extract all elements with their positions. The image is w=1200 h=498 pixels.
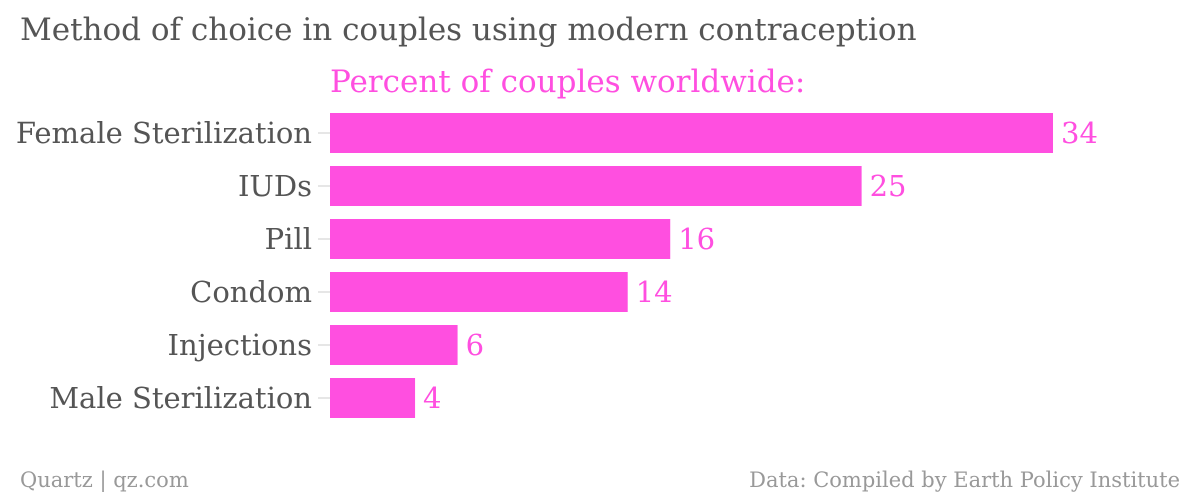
data-label: 4 [423, 381, 441, 415]
bar [330, 272, 628, 312]
category-label: Female Sterilization [16, 116, 312, 150]
data-label: 14 [636, 275, 673, 309]
data-label: 6 [466, 328, 484, 362]
category-label: Condom [190, 275, 312, 309]
bar [330, 113, 1053, 153]
category-label: Pill [265, 222, 312, 256]
category-label: IUDs [238, 169, 312, 203]
data-label: 34 [1061, 116, 1098, 150]
bar [330, 219, 671, 259]
category-label: Injections [168, 328, 312, 362]
footer-source-right: Data: Compiled by Earth Policy Institute [749, 468, 1180, 492]
bar [330, 325, 458, 365]
chart-title: Method of choice in couples using modern… [20, 12, 917, 48]
category-label: Male Sterilization [49, 381, 312, 415]
bar [330, 166, 862, 206]
data-label: 25 [870, 169, 907, 203]
data-label: 16 [678, 222, 715, 256]
chart-subtitle: Percent of couples worldwide: [330, 64, 806, 100]
bar [330, 378, 416, 418]
footer-source-left: Quartz | qz.com [20, 468, 189, 492]
